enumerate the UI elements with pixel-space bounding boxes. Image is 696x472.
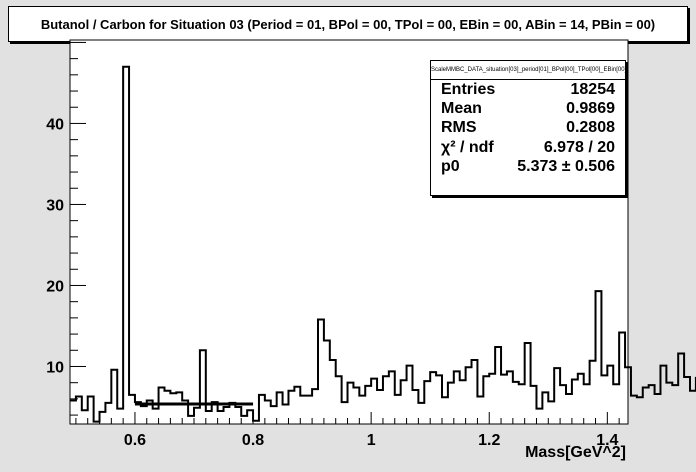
x-tick-label: 1.4 — [596, 432, 618, 449]
stats-rms-row: RMS 0.2808 — [431, 118, 625, 137]
stats-chi2-label: χ² / ndf — [441, 138, 494, 156]
stats-p0-row: p0 5.373 ± 0.506 — [431, 157, 625, 176]
stats-entries-label: Entries — [441, 81, 496, 98]
stats-chi2-row: χ² / ndf 6.978 / 20 — [431, 138, 625, 157]
stats-entries-row: Entries 18254 — [431, 80, 625, 99]
stats-mean-row: Mean 0.9869 — [431, 99, 625, 118]
stats-p0-value: 5.373 ± 0.506 — [517, 157, 615, 175]
x-tick-label: 1.2 — [478, 432, 500, 449]
stats-box: ScaleMMBC_DATA_situation[03]_period[01]_… — [430, 60, 626, 196]
axes: 0.6 0.8 1 1.2 1.4 10 20 30 40 — [46, 39, 629, 449]
stats-rms-value: 0.2808 — [566, 119, 615, 137]
x-tick-label: 0.6 — [124, 432, 146, 449]
x-tick-label: 0.8 — [242, 432, 264, 449]
histogram-outline — [70, 65, 696, 423]
y-tick-label: 40 — [46, 116, 64, 133]
stats-entries-value: 18254 — [570, 81, 616, 98]
plot-frame — [69, 39, 629, 425]
stats-mean-value: 0.9869 — [566, 100, 615, 118]
stats-histogram-name: ScaleMMBC_DATA_situation[03]_period[01]_… — [431, 61, 625, 80]
y-tick-label: 10 — [46, 359, 64, 376]
x-tick-label: 1 — [367, 432, 376, 449]
stats-chi2-value: 6.978 / 20 — [543, 138, 615, 156]
y-tick-label: 30 — [46, 197, 64, 214]
x-axis-label: Mass[GeV^2] — [525, 444, 626, 461]
chart-title: Butanol / Carbon for Situation 03 (Perio… — [8, 6, 688, 42]
stats-mean-label: Mean — [441, 100, 482, 118]
y-tick-label: 20 — [46, 278, 64, 295]
stats-rms-label: RMS — [441, 119, 477, 137]
stats-p0-label: p0 — [441, 157, 460, 175]
